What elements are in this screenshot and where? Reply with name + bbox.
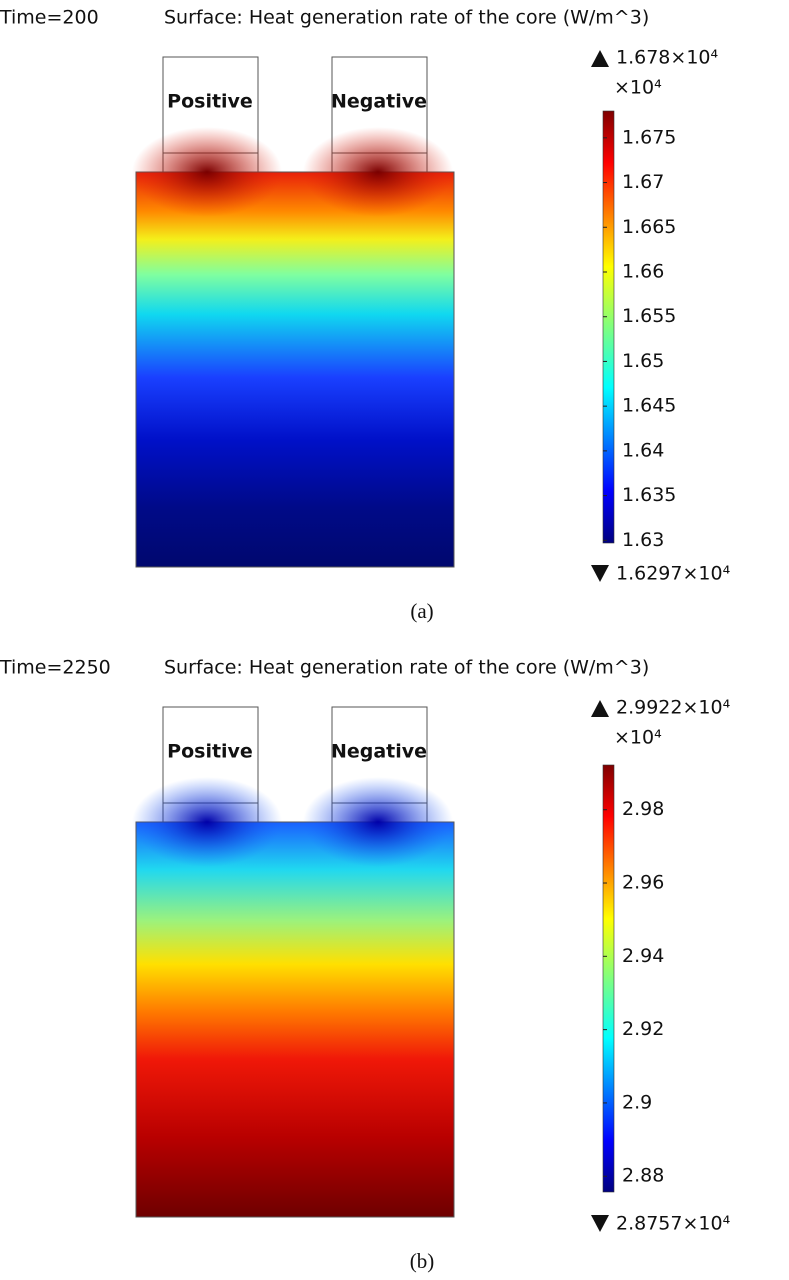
max-label: 1.678×10⁴	[616, 47, 718, 69]
colorbar-tick-label: 1.645	[622, 395, 676, 417]
colorbar-tick-label: 2.96	[622, 872, 664, 894]
surface-spot	[303, 777, 453, 867]
colorbar-tick-label: 1.66	[622, 260, 664, 282]
colorbar	[602, 764, 615, 1193]
colorbar-tick-label: 1.64	[622, 439, 664, 461]
electrode-label: Negative	[331, 741, 427, 763]
min-marker	[591, 565, 609, 582]
colorbar-tick-label: 2.9	[622, 1091, 652, 1113]
min-label: 1.6297×10⁴	[616, 563, 731, 585]
colorbar-tick-label: 2.98	[622, 798, 664, 820]
surface-spot	[132, 127, 282, 217]
panel-caption: (b)	[410, 1249, 435, 1273]
core-surface	[135, 821, 455, 1218]
electrode-label: Positive	[167, 91, 253, 113]
colorbar-tick-label: 1.635	[622, 484, 676, 506]
multiplier: ×10⁴	[614, 727, 662, 749]
max-label: 2.9922×10⁴	[616, 697, 731, 719]
colorbar-tick-label: 2.88	[622, 1165, 664, 1187]
min-label: 2.8757×10⁴	[616, 1213, 731, 1235]
colorbar-tick-label: 2.94	[622, 945, 664, 967]
surface-spot	[132, 777, 282, 867]
colorbar-tick-label: 1.655	[622, 305, 676, 327]
colorbar-tick-label: 1.665	[622, 216, 676, 238]
time-label: Time=200	[0, 7, 99, 29]
colorbar-tick-label: 2.92	[622, 1018, 664, 1040]
electrode-label: Positive	[167, 741, 253, 763]
max-marker	[591, 50, 609, 67]
plot-title: Surface: Heat generation rate of the cor…	[164, 7, 649, 29]
min-marker	[591, 1215, 609, 1232]
surface-spot	[303, 127, 453, 217]
colorbar-tick-label: 1.675	[622, 126, 676, 148]
panel-caption: (a)	[410, 599, 433, 623]
core-surface	[135, 171, 455, 568]
plot-title: Surface: Heat generation rate of the cor…	[164, 657, 649, 679]
colorbar-tick-label: 1.67	[622, 171, 664, 193]
colorbar-tick-label: 1.65	[622, 350, 664, 372]
max-marker	[591, 700, 609, 717]
electrode-label: Negative	[331, 91, 427, 113]
time-label: Time=2250	[0, 657, 111, 679]
multiplier: ×10⁴	[614, 77, 662, 99]
colorbar	[602, 110, 615, 544]
colorbar-tick-label: 1.63	[622, 529, 664, 551]
